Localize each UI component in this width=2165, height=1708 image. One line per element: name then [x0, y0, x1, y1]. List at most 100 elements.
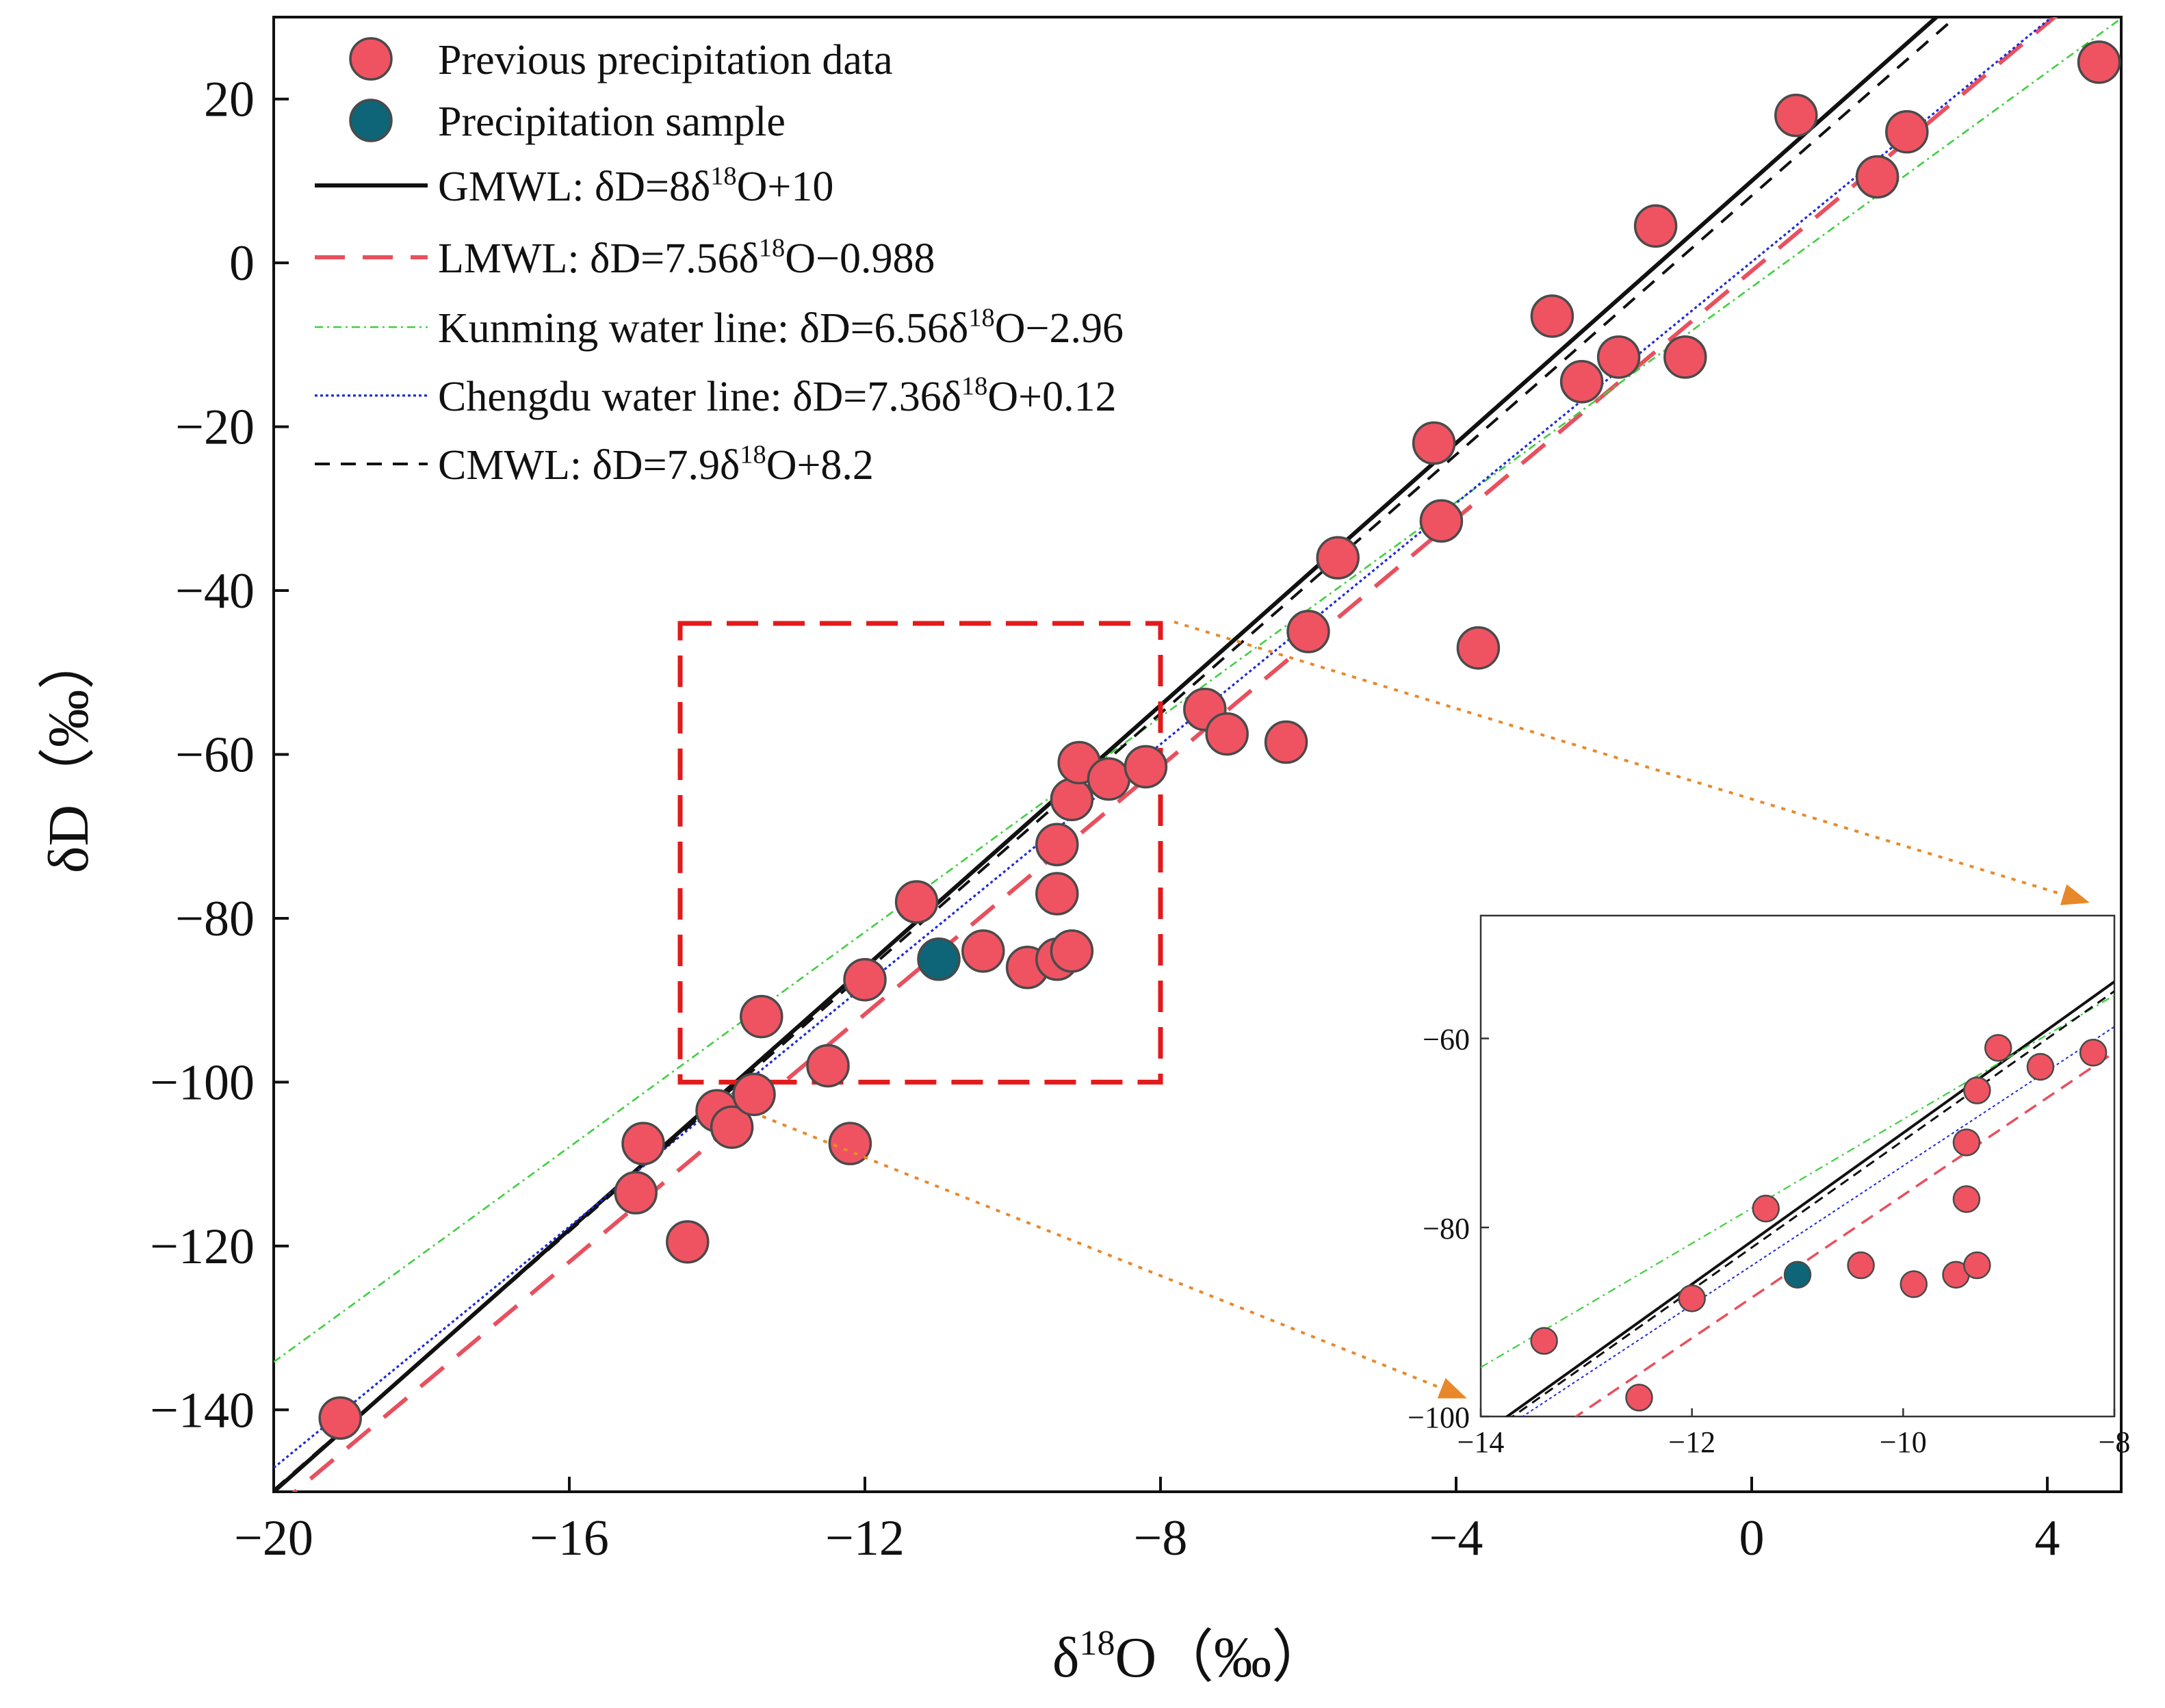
- inset-plot: −14 −12 −10 −8 −100 −80 −60: [762, 621, 2131, 1459]
- inset-y-tick-label: −100: [1408, 1401, 1470, 1434]
- y-tick-label: −20: [175, 400, 255, 456]
- inset-water-lines: [1481, 981, 2114, 1416]
- x-tick-label: 4: [2035, 1510, 2060, 1566]
- inset-previous-precip-point: [1952, 1128, 1981, 1156]
- inset-previous-precip-point: [1752, 1194, 1780, 1223]
- previous-precip-point: [843, 957, 887, 1002]
- previous-precip-point: [1456, 626, 1501, 670]
- inset-points: [1530, 1034, 2108, 1412]
- legend-label-chengdu-base: Chengdu water line: δD=7.36δ: [438, 374, 961, 420]
- previous-precip-point: [1559, 360, 1604, 404]
- inset-x-tick-label: −14: [1457, 1425, 1505, 1459]
- previous-precip-point: [1633, 204, 1678, 248]
- previous-precip-point: [666, 1220, 710, 1264]
- x-axis-title: δ18O（‰）: [1052, 1624, 1329, 1690]
- y-tick-label: −100: [150, 1054, 255, 1111]
- inset-y-tick-label: −60: [1423, 1023, 1470, 1057]
- previous-precip-point: [1316, 536, 1360, 580]
- previous-precip-point: [1050, 929, 1094, 973]
- inset-frame: [1479, 914, 2116, 1418]
- inset-x-tick-label: −8: [2099, 1425, 2131, 1459]
- previous-precip-point: [710, 1105, 754, 1149]
- legend-label-kunming-rest: O−2.96: [995, 305, 1124, 352]
- x-tick-label: −12: [825, 1510, 905, 1566]
- previous-precip-point: [732, 1072, 776, 1117]
- legend-label-lmwl: LMWL: δD=7.56δ18O−0.988: [438, 233, 935, 282]
- previous-precip-point: [1205, 712, 1249, 756]
- legend-label-gmwl: GMWL: δD=8δ18O+10: [438, 161, 833, 210]
- y-tick-label: 0: [229, 235, 255, 292]
- previous-precip-point: [2077, 40, 2121, 84]
- inset-previous-precip-point: [1952, 1185, 1981, 1213]
- previous-precip-point: [1412, 421, 1456, 465]
- axis-titles: δ18O（‰） δD（‰）: [37, 632, 1329, 1690]
- inset-y-tick-label: −80: [1423, 1212, 1470, 1245]
- inset-previous-precip-point: [1984, 1034, 2012, 1062]
- inset-x-tick-label: −12: [1668, 1425, 1715, 1459]
- legend-label-lmwl-sup: 18: [759, 233, 785, 262]
- precip-sample-point: [917, 937, 961, 981]
- legend-label-cmwl-sup: 18: [740, 440, 766, 469]
- inset-previous-precip-point: [1963, 1076, 1991, 1104]
- legend-label-cmwl: CMWL: δD=7.9δ18O+8.2: [438, 440, 874, 489]
- y-tick-label: −60: [175, 727, 255, 784]
- line-cmwl: [274, 17, 1958, 1492]
- inset-line-chengdu: [1521, 1026, 2114, 1416]
- zoom-box: [677, 621, 1163, 1085]
- x-tick-label: −4: [1429, 1510, 1483, 1566]
- previous-precip-point: [1050, 777, 1094, 822]
- inset-previous-precip-point: [1625, 1384, 1653, 1412]
- legend-marker-sample: [349, 99, 393, 142]
- x-tick-label: −8: [1134, 1510, 1188, 1566]
- previous-precip-point: [1124, 745, 1168, 789]
- legend-label-kunming: Kunming water line: δD=6.56δ18O−2.96: [438, 303, 1124, 352]
- previous-precip-point: [1035, 872, 1079, 916]
- x-axis-title-rest: O（‰）: [1115, 1626, 1330, 1690]
- x-tick-label: −20: [234, 1510, 313, 1566]
- inset-previous-precip-point: [1900, 1270, 1928, 1298]
- y-tick-label: 20: [204, 72, 255, 128]
- legend-label-sample: Precipitation sample: [438, 99, 786, 145]
- legend-label-kunming-base: Kunming water line: δD=6.56δ: [438, 305, 968, 352]
- previous-precip-point: [1885, 109, 1929, 154]
- previous-precip-point: [1264, 720, 1308, 764]
- previous-precip-point: [614, 1171, 658, 1215]
- y-axis-title: δD（‰）: [37, 632, 101, 873]
- previous-precip-point: [806, 1044, 850, 1088]
- legend-label-gmwl-rest: O+10: [737, 164, 834, 210]
- x-tick-label: 0: [1739, 1510, 1765, 1566]
- inset-x-tick-label: −10: [1880, 1425, 1927, 1459]
- legend-label-kunming-sup: 18: [968, 303, 994, 332]
- inset-previous-precip-point: [2079, 1039, 2108, 1067]
- legend: Previous precipitation data Precipitation…: [315, 37, 1124, 489]
- previous-precip-point: [828, 1122, 872, 1165]
- previous-precip-point: [318, 1396, 362, 1440]
- legend-label-gmwl-sup: 18: [710, 161, 736, 190]
- legend-label-lmwl-rest: O−0.988: [785, 235, 935, 282]
- previous-precip-point: [1087, 757, 1131, 801]
- inset-line-cmwl: [1511, 990, 2114, 1416]
- x-axis-title-base: δ: [1052, 1626, 1080, 1690]
- main-plot: −20 −16 −12 −8 −4 0 4−140−120−100−80−60−40−200…: [150, 16, 2123, 1566]
- previous-precip-point: [1596, 335, 1641, 379]
- inset-line-kunming: [1481, 994, 2114, 1369]
- previous-precip-point: [961, 929, 1005, 973]
- previous-precip-point: [1530, 294, 1574, 338]
- legend-label-cmwl-base: CMWL: δD=7.9δ: [438, 442, 740, 489]
- previous-precip-point: [1855, 155, 1900, 199]
- y-tick-label: −140: [150, 1382, 255, 1438]
- legend-marker-previous: [349, 37, 393, 81]
- x-axis-title-sup: 18: [1079, 1624, 1115, 1663]
- previous-precip-point: [1286, 610, 1330, 654]
- inset-previous-precip-point: [2026, 1052, 2055, 1081]
- legend-label-chengdu-rest: O+0.12: [987, 374, 1116, 420]
- data-points: [318, 40, 2121, 1440]
- inset-previous-precip-point: [1963, 1251, 1991, 1280]
- x-tick-label: −16: [530, 1510, 609, 1566]
- previous-precip-point: [1774, 93, 1818, 138]
- inset-precip-sample-point: [1783, 1260, 1812, 1289]
- line-kunming: [274, 17, 2121, 1363]
- y-tick-label: −80: [175, 891, 255, 947]
- legend-label-previous: Previous precipitation data: [438, 37, 893, 83]
